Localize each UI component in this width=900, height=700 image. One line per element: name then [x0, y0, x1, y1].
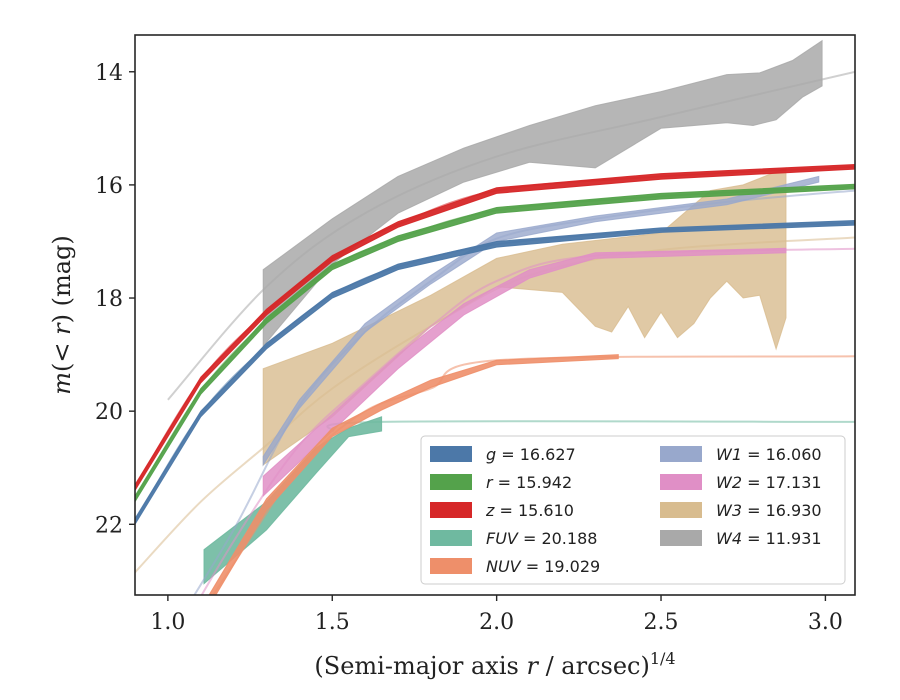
- band-w4: [262, 39, 823, 348]
- series-w3: [135, 167, 855, 574]
- x-tick-label-4: 3.0: [808, 610, 843, 635]
- band-z: [135, 163, 855, 492]
- band-nuv: [208, 354, 619, 595]
- series-nuv: [208, 354, 855, 595]
- band-w3: [262, 167, 787, 466]
- series-layer: [135, 39, 855, 595]
- legend: g = 16.627 r = 15.942 z = 15.610 FUV = 20.1…: [420, 435, 846, 585]
- legend-swatch-z: [430, 502, 472, 518]
- band-w2: [262, 247, 787, 498]
- series-w2: [200, 247, 855, 595]
- legend-swatch-w1: [660, 446, 702, 462]
- band-r: [135, 183, 855, 503]
- series-z: [135, 163, 855, 492]
- legend-frame: [420, 435, 846, 585]
- legend-swatch-g: [430, 446, 472, 462]
- band-w1: [262, 175, 820, 467]
- legend-label-w2: W2 = 17.131: [716, 473, 822, 492]
- legend-swatch-w2: [660, 474, 702, 490]
- y-axis-label: m(< r) (mag): [48, 235, 76, 395]
- y-tick-label-3: 20: [95, 400, 123, 425]
- x-tick-label-1: 1.5: [315, 610, 350, 635]
- legend-swatch-w4: [660, 530, 702, 546]
- legend-swatch-w3: [660, 502, 702, 518]
- band-g: [135, 219, 855, 526]
- legend-swatch-fuv: [430, 530, 472, 546]
- series-r: [135, 183, 855, 503]
- x-tick-label-3: 2.5: [644, 610, 679, 635]
- x-tick-label-2: 2.0: [479, 610, 514, 635]
- series-g: [135, 219, 855, 526]
- legend-label-w4: W4 = 11.931: [716, 529, 822, 548]
- series-w4: [167, 39, 855, 401]
- y-tick-label-4: 22: [95, 513, 123, 538]
- legend-label-r: r = 15.942: [486, 473, 572, 492]
- legend-label-w1: W1 = 16.060: [716, 445, 822, 464]
- legend-label-z: z = 15.610: [485, 501, 574, 520]
- series-w1: [193, 175, 855, 595]
- x-axis-label: (Semi-major axis r / arcsec)1/4: [314, 649, 675, 680]
- legend-label-nuv: NUV = 19.029: [486, 557, 600, 576]
- legend-swatch-r: [430, 474, 472, 490]
- legend-label-w3: W3 = 16.930: [716, 501, 822, 520]
- legend-label-g: g = 16.627: [486, 445, 576, 464]
- ticks-layer: 1.0 1.5 2.0 2.5 3.0 14 16 18 20 22: [95, 61, 843, 635]
- y-tick-label-0: 14: [95, 61, 123, 86]
- plot-frame: [134, 34, 856, 596]
- legend-label-fuv: FUV = 20.188: [486, 529, 597, 548]
- x-tick-label-0: 1.0: [150, 610, 185, 635]
- legend-swatch-nuv: [430, 558, 472, 574]
- y-tick-label-2: 18: [95, 287, 123, 312]
- y-tick-label-1: 16: [95, 174, 123, 199]
